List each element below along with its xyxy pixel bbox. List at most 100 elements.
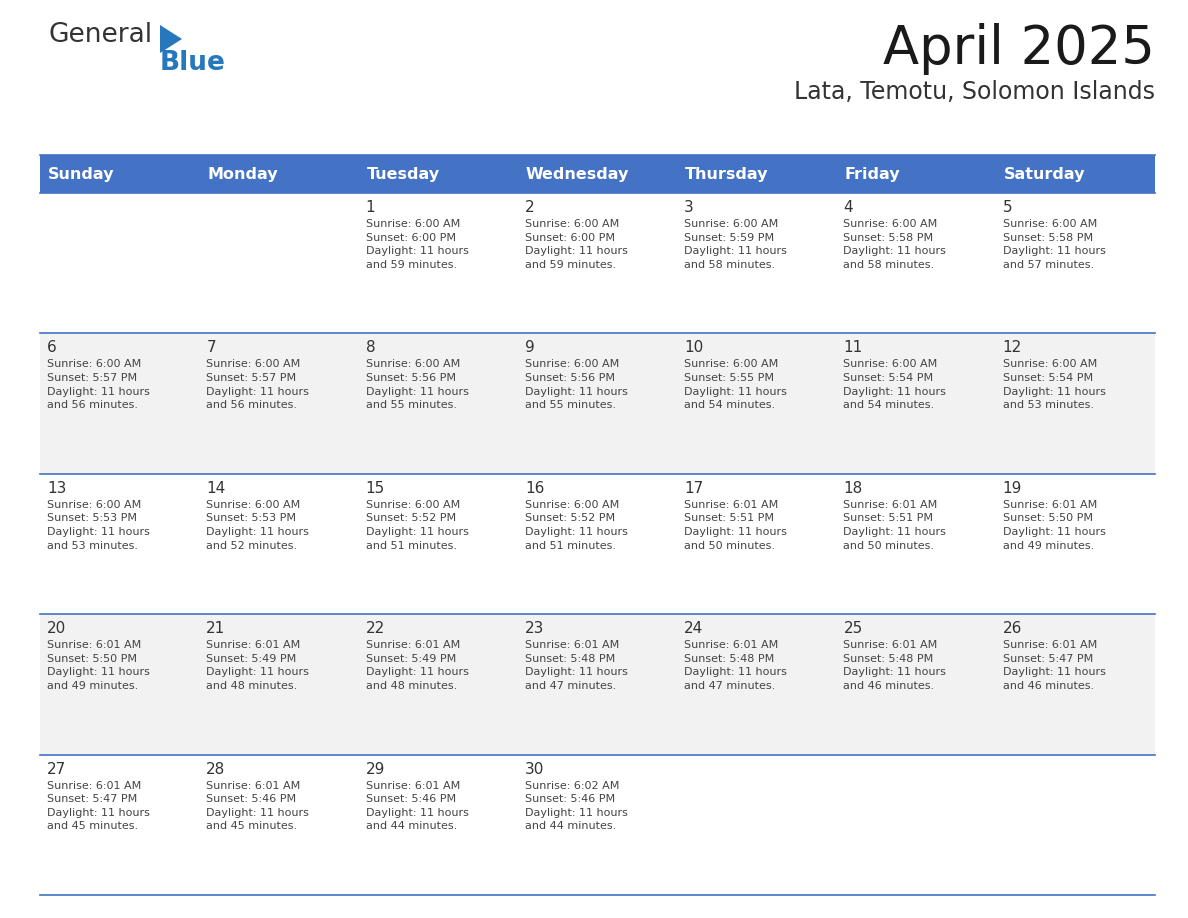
Text: Sunrise: 6:01 AM
Sunset: 5:49 PM
Daylight: 11 hours
and 48 minutes.: Sunrise: 6:01 AM Sunset: 5:49 PM Dayligh… xyxy=(366,640,468,691)
Bar xyxy=(836,755,996,895)
Bar xyxy=(40,193,200,333)
Text: Sunrise: 6:01 AM
Sunset: 5:50 PM
Daylight: 11 hours
and 49 minutes.: Sunrise: 6:01 AM Sunset: 5:50 PM Dayligh… xyxy=(48,640,150,691)
Text: 19: 19 xyxy=(1003,481,1022,496)
Bar xyxy=(996,155,1155,193)
Bar xyxy=(518,193,677,333)
Text: Sunrise: 6:00 AM
Sunset: 5:54 PM
Daylight: 11 hours
and 53 minutes.: Sunrise: 6:00 AM Sunset: 5:54 PM Dayligh… xyxy=(1003,360,1106,410)
Text: Sunrise: 6:00 AM
Sunset: 5:57 PM
Daylight: 11 hours
and 56 minutes.: Sunrise: 6:00 AM Sunset: 5:57 PM Dayligh… xyxy=(48,360,150,410)
Text: 24: 24 xyxy=(684,621,703,636)
Text: 29: 29 xyxy=(366,762,385,777)
Bar xyxy=(40,474,200,614)
Text: Sunrise: 6:00 AM
Sunset: 5:55 PM
Daylight: 11 hours
and 54 minutes.: Sunrise: 6:00 AM Sunset: 5:55 PM Dayligh… xyxy=(684,360,786,410)
Bar xyxy=(359,333,518,474)
Text: Sunrise: 6:00 AM
Sunset: 5:56 PM
Daylight: 11 hours
and 55 minutes.: Sunrise: 6:00 AM Sunset: 5:56 PM Dayligh… xyxy=(366,360,468,410)
Text: 20: 20 xyxy=(48,621,67,636)
Text: 23: 23 xyxy=(525,621,544,636)
Text: 2: 2 xyxy=(525,200,535,215)
Text: 1: 1 xyxy=(366,200,375,215)
Text: 15: 15 xyxy=(366,481,385,496)
Text: 12: 12 xyxy=(1003,341,1022,355)
Bar xyxy=(200,474,359,614)
Bar xyxy=(359,614,518,755)
Bar xyxy=(200,614,359,755)
Bar xyxy=(836,155,996,193)
Text: Sunrise: 6:00 AM
Sunset: 5:52 PM
Daylight: 11 hours
and 51 minutes.: Sunrise: 6:00 AM Sunset: 5:52 PM Dayligh… xyxy=(366,499,468,551)
Text: Sunrise: 6:01 AM
Sunset: 5:48 PM
Daylight: 11 hours
and 47 minutes.: Sunrise: 6:01 AM Sunset: 5:48 PM Dayligh… xyxy=(684,640,786,691)
Text: 18: 18 xyxy=(843,481,862,496)
Text: Blue: Blue xyxy=(160,50,226,76)
Bar xyxy=(200,333,359,474)
Bar xyxy=(359,193,518,333)
Bar xyxy=(677,755,836,895)
Text: 14: 14 xyxy=(207,481,226,496)
Text: Sunrise: 6:01 AM
Sunset: 5:46 PM
Daylight: 11 hours
and 45 minutes.: Sunrise: 6:01 AM Sunset: 5:46 PM Dayligh… xyxy=(207,780,309,832)
Bar xyxy=(200,755,359,895)
Text: Wednesday: Wednesday xyxy=(526,167,630,183)
Text: Sunrise: 6:00 AM
Sunset: 5:53 PM
Daylight: 11 hours
and 53 minutes.: Sunrise: 6:00 AM Sunset: 5:53 PM Dayligh… xyxy=(48,499,150,551)
Text: Sunrise: 6:01 AM
Sunset: 5:51 PM
Daylight: 11 hours
and 50 minutes.: Sunrise: 6:01 AM Sunset: 5:51 PM Dayligh… xyxy=(843,499,947,551)
Bar xyxy=(996,755,1155,895)
Text: 27: 27 xyxy=(48,762,67,777)
Text: Friday: Friday xyxy=(845,167,901,183)
Text: General: General xyxy=(48,22,152,48)
Bar xyxy=(40,755,200,895)
Text: Sunrise: 6:00 AM
Sunset: 6:00 PM
Daylight: 11 hours
and 59 minutes.: Sunrise: 6:00 AM Sunset: 6:00 PM Dayligh… xyxy=(366,219,468,270)
Text: 17: 17 xyxy=(684,481,703,496)
Text: 11: 11 xyxy=(843,341,862,355)
Bar xyxy=(996,474,1155,614)
Bar xyxy=(677,474,836,614)
Text: 30: 30 xyxy=(525,762,544,777)
Text: Sunrise: 6:01 AM
Sunset: 5:48 PM
Daylight: 11 hours
and 46 minutes.: Sunrise: 6:01 AM Sunset: 5:48 PM Dayligh… xyxy=(843,640,947,691)
Text: Sunrise: 6:00 AM
Sunset: 5:54 PM
Daylight: 11 hours
and 54 minutes.: Sunrise: 6:00 AM Sunset: 5:54 PM Dayligh… xyxy=(843,360,947,410)
Text: Sunrise: 6:00 AM
Sunset: 5:52 PM
Daylight: 11 hours
and 51 minutes.: Sunrise: 6:00 AM Sunset: 5:52 PM Dayligh… xyxy=(525,499,627,551)
Text: Sunrise: 6:00 AM
Sunset: 5:56 PM
Daylight: 11 hours
and 55 minutes.: Sunrise: 6:00 AM Sunset: 5:56 PM Dayligh… xyxy=(525,360,627,410)
Text: 26: 26 xyxy=(1003,621,1022,636)
Bar xyxy=(40,333,200,474)
Bar xyxy=(518,333,677,474)
Text: Sunrise: 6:01 AM
Sunset: 5:50 PM
Daylight: 11 hours
and 49 minutes.: Sunrise: 6:01 AM Sunset: 5:50 PM Dayligh… xyxy=(1003,499,1106,551)
Bar xyxy=(359,474,518,614)
Text: Thursday: Thursday xyxy=(685,167,769,183)
Bar xyxy=(359,755,518,895)
Bar xyxy=(677,155,836,193)
Bar xyxy=(996,333,1155,474)
Text: Tuesday: Tuesday xyxy=(367,167,440,183)
Bar xyxy=(518,474,677,614)
Bar xyxy=(518,155,677,193)
Text: April 2025: April 2025 xyxy=(883,23,1155,75)
Bar xyxy=(836,333,996,474)
Bar xyxy=(677,333,836,474)
Bar xyxy=(836,193,996,333)
Text: 5: 5 xyxy=(1003,200,1012,215)
Text: Sunrise: 6:01 AM
Sunset: 5:47 PM
Daylight: 11 hours
and 45 minutes.: Sunrise: 6:01 AM Sunset: 5:47 PM Dayligh… xyxy=(48,780,150,832)
Text: 22: 22 xyxy=(366,621,385,636)
Text: 6: 6 xyxy=(48,341,57,355)
Text: Sunrise: 6:00 AM
Sunset: 5:58 PM
Daylight: 11 hours
and 57 minutes.: Sunrise: 6:00 AM Sunset: 5:58 PM Dayligh… xyxy=(1003,219,1106,270)
Text: 10: 10 xyxy=(684,341,703,355)
Text: Sunrise: 6:00 AM
Sunset: 5:57 PM
Daylight: 11 hours
and 56 minutes.: Sunrise: 6:00 AM Sunset: 5:57 PM Dayligh… xyxy=(207,360,309,410)
Bar xyxy=(359,155,518,193)
Text: Lata, Temotu, Solomon Islands: Lata, Temotu, Solomon Islands xyxy=(794,80,1155,104)
Bar xyxy=(200,155,359,193)
Text: 4: 4 xyxy=(843,200,853,215)
Text: Sunrise: 6:01 AM
Sunset: 5:46 PM
Daylight: 11 hours
and 44 minutes.: Sunrise: 6:01 AM Sunset: 5:46 PM Dayligh… xyxy=(366,780,468,832)
Bar xyxy=(40,155,200,193)
Text: Sunrise: 6:00 AM
Sunset: 5:59 PM
Daylight: 11 hours
and 58 minutes.: Sunrise: 6:00 AM Sunset: 5:59 PM Dayligh… xyxy=(684,219,786,270)
Bar xyxy=(996,614,1155,755)
Text: Sunrise: 6:00 AM
Sunset: 5:58 PM
Daylight: 11 hours
and 58 minutes.: Sunrise: 6:00 AM Sunset: 5:58 PM Dayligh… xyxy=(843,219,947,270)
Bar xyxy=(677,614,836,755)
Bar xyxy=(200,193,359,333)
Bar xyxy=(518,755,677,895)
Text: Sunrise: 6:00 AM
Sunset: 5:53 PM
Daylight: 11 hours
and 52 minutes.: Sunrise: 6:00 AM Sunset: 5:53 PM Dayligh… xyxy=(207,499,309,551)
Text: Monday: Monday xyxy=(207,167,278,183)
Text: 8: 8 xyxy=(366,341,375,355)
Bar xyxy=(40,614,200,755)
Bar xyxy=(518,614,677,755)
Text: Sunrise: 6:01 AM
Sunset: 5:48 PM
Daylight: 11 hours
and 47 minutes.: Sunrise: 6:01 AM Sunset: 5:48 PM Dayligh… xyxy=(525,640,627,691)
Text: 21: 21 xyxy=(207,621,226,636)
Text: Sunrise: 6:01 AM
Sunset: 5:51 PM
Daylight: 11 hours
and 50 minutes.: Sunrise: 6:01 AM Sunset: 5:51 PM Dayligh… xyxy=(684,499,786,551)
Bar xyxy=(836,614,996,755)
Text: Sunrise: 6:01 AM
Sunset: 5:47 PM
Daylight: 11 hours
and 46 minutes.: Sunrise: 6:01 AM Sunset: 5:47 PM Dayligh… xyxy=(1003,640,1106,691)
Text: Sunrise: 6:02 AM
Sunset: 5:46 PM
Daylight: 11 hours
and 44 minutes.: Sunrise: 6:02 AM Sunset: 5:46 PM Dayligh… xyxy=(525,780,627,832)
Text: 25: 25 xyxy=(843,621,862,636)
